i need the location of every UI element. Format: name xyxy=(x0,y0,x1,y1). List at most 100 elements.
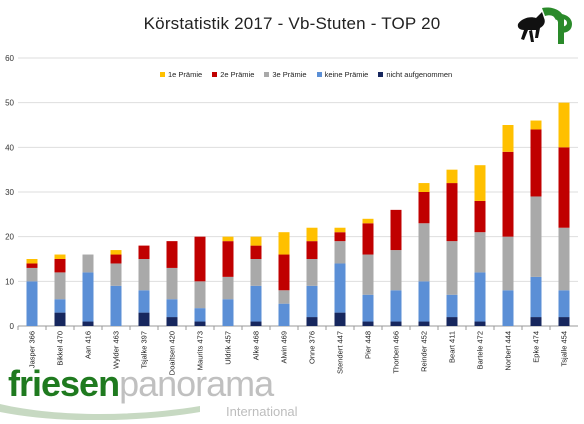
bar-segment-keine-pr-mie xyxy=(138,290,150,313)
bar-segment-3e-pr-mie xyxy=(446,241,458,295)
bar-segment-nicht-aufgenommen xyxy=(194,321,206,326)
bar-segment-3e-pr-mie xyxy=(54,272,66,300)
bar-segment-2e-pr-mie xyxy=(26,263,38,268)
bar-segment-2e-pr-mie xyxy=(418,192,430,224)
bar-segment-3e-pr-mie xyxy=(418,223,430,282)
bar-segment-nicht-aufgenommen xyxy=(334,312,346,326)
bar-segment-1e-pr-mie xyxy=(502,125,514,152)
bar-segment-2e-pr-mie xyxy=(502,151,514,237)
bars xyxy=(26,102,570,326)
bar-segment-2e-pr-mie xyxy=(194,236,206,282)
bar-segment-2e-pr-mie xyxy=(446,183,458,242)
bar-segment-2e-pr-mie xyxy=(110,254,122,264)
bar-segment-2e-pr-mie xyxy=(390,209,402,251)
legend-label: 1e Prämie xyxy=(168,70,203,79)
legend-item: keine Prämie xyxy=(316,70,368,79)
y-tick-label: 40 xyxy=(5,143,14,152)
y-tick-label: 60 xyxy=(5,54,14,63)
bar-segment-1e-pr-mie xyxy=(110,250,122,255)
bar-segment-3e-pr-mie xyxy=(222,276,234,300)
bar-segment-3e-pr-mie xyxy=(390,250,402,291)
x-tick-label: Tsjalke 397 xyxy=(140,331,149,369)
bar-segment-keine-pr-mie xyxy=(390,290,402,322)
x-tick-label: Maurits 473 xyxy=(196,331,205,370)
bar-segment-1e-pr-mie xyxy=(26,259,38,264)
bar-segment-nicht-aufgenommen xyxy=(362,321,374,326)
bar-segment-keine-pr-mie xyxy=(110,285,122,326)
x-tick-label: Tsjalle 454 xyxy=(560,331,569,366)
bar-segment-2e-pr-mie xyxy=(474,200,486,233)
bar-segment-2e-pr-mie xyxy=(166,241,178,268)
x-tick-label: Thorben 466 xyxy=(392,331,401,374)
bar-segment-1e-pr-mie xyxy=(222,236,234,242)
brand-part1: friesen xyxy=(8,363,120,404)
bar-segment-keine-pr-mie xyxy=(558,290,570,318)
bar-segment-1e-pr-mie xyxy=(278,232,290,255)
bar-segment-keine-pr-mie xyxy=(278,303,290,326)
bar-segment-1e-pr-mie xyxy=(558,102,570,148)
y-tick-label: 10 xyxy=(5,277,14,286)
bar-segment-keine-pr-mie xyxy=(26,281,38,326)
x-tick-label: Pier 448 xyxy=(364,331,373,359)
x-tick-label: Bartele 472 xyxy=(476,331,485,369)
x-tick-label: Doaitsen 420 xyxy=(168,331,177,375)
brand-swoosh xyxy=(0,404,200,420)
bar-segment-3e-pr-mie xyxy=(474,232,486,273)
legend-swatch xyxy=(160,72,165,77)
legend-item: nicht aufgenommen xyxy=(378,70,452,79)
bar-segment-2e-pr-mie xyxy=(306,241,318,259)
bar-segment-keine-pr-mie xyxy=(530,276,542,318)
fp-horse-logo-icon xyxy=(517,7,572,44)
bar-segment-2e-pr-mie xyxy=(334,232,346,242)
bar-segment-3e-pr-mie xyxy=(334,241,346,264)
legend-swatch xyxy=(316,72,322,77)
bar-segment-1e-pr-mie xyxy=(530,120,542,130)
bar-segment-3e-pr-mie xyxy=(26,267,38,282)
x-tick-label: Bikkel 470 xyxy=(56,331,65,366)
x-tick-label: Reinder 452 xyxy=(420,331,429,372)
bar-segment-1e-pr-mie xyxy=(334,227,346,233)
bar-segment-3e-pr-mie xyxy=(278,290,290,304)
bar-segment-keine-pr-mie xyxy=(82,272,94,322)
bar-segment-3e-pr-mie xyxy=(306,259,318,286)
bar-segment-nicht-aufgenommen xyxy=(166,317,178,326)
bar-segment-2e-pr-mie xyxy=(138,245,150,259)
bar-segment-keine-pr-mie xyxy=(474,272,486,322)
legend-label: nicht aufgenommen xyxy=(386,70,453,79)
legend-item: 3e Prämie xyxy=(264,70,307,79)
legend-label: 2e Prämie xyxy=(220,70,255,79)
legend-item: 1e Prämie xyxy=(160,70,202,79)
bar-segment-3e-pr-mie xyxy=(250,259,262,286)
bar-segment-nicht-aufgenommen xyxy=(54,312,66,326)
chart-legend: 1e Prämie 2e Prämie 3e Prämie keine Prämie n… xyxy=(160,70,452,79)
y-tick-label: 20 xyxy=(5,233,14,242)
bar-segment-1e-pr-mie xyxy=(306,227,318,242)
bar-segment-nicht-aufgenommen xyxy=(474,321,486,326)
bar-segment-3e-pr-mie xyxy=(82,254,94,273)
bar-segment-3e-pr-mie xyxy=(194,281,206,309)
bar-segment-2e-pr-mie xyxy=(250,245,262,259)
bar-segment-3e-pr-mie xyxy=(362,254,374,295)
bar-segment-1e-pr-mie xyxy=(250,236,262,246)
bar-segment-1e-pr-mie xyxy=(362,218,374,224)
bar-segment-2e-pr-mie xyxy=(362,223,374,255)
bar-segment-keine-pr-mie xyxy=(222,299,234,326)
bar-segment-2e-pr-mie xyxy=(558,147,570,228)
brand-logo: friesenpanorama xyxy=(8,363,274,404)
bar-segment-keine-pr-mie xyxy=(250,285,262,322)
x-tick-label: Uldrik 457 xyxy=(224,331,233,365)
legend-swatch xyxy=(378,72,384,77)
bar-segment-2e-pr-mie xyxy=(54,259,66,273)
bar-segment-keine-pr-mie xyxy=(166,299,178,318)
bar-segment-1e-pr-mie xyxy=(54,254,66,259)
bar-segment-keine-pr-mie xyxy=(194,308,206,322)
x-tick-label: Aan 416 xyxy=(84,331,93,359)
bar-segment-2e-pr-mie xyxy=(278,254,290,291)
x-axis: Jasper 366 Bikkel 470 Aan 416 Wylder 463 Tsj… xyxy=(17,326,569,375)
legend-item: 2e Prämie xyxy=(212,70,254,79)
legend-swatch xyxy=(264,72,270,77)
bar-segment-1e-pr-mie xyxy=(418,183,430,192)
bar-segment-nicht-aufgenommen xyxy=(390,321,402,326)
bar-segment-2e-pr-mie xyxy=(530,129,542,197)
